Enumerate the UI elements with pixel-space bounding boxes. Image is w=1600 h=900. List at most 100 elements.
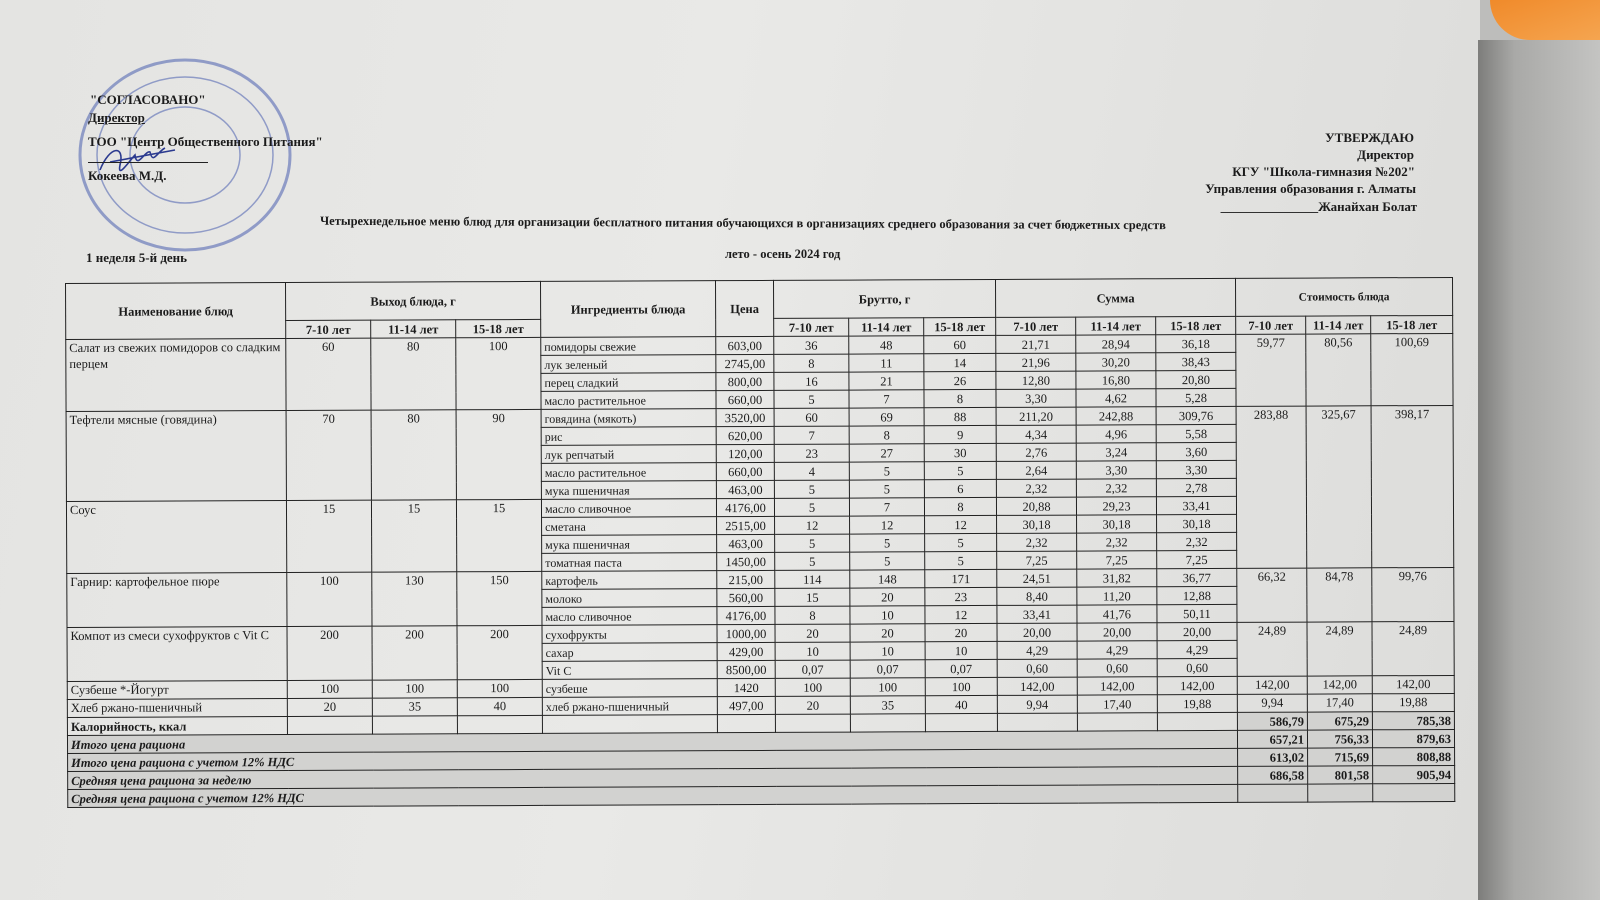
header-brutto: Брутто, г — [773, 279, 996, 319]
empty-cell — [372, 715, 458, 735]
confirm-org: КГУ "Школа-гимназия №202" — [1232, 164, 1415, 179]
header-brutto-age: 11-14 лет — [848, 317, 924, 337]
ingredient-name: лук зеленый — [540, 354, 716, 374]
ingredient-brutto: 5 — [774, 498, 850, 517]
ingredient-sum: 2,32 — [1156, 532, 1237, 551]
empty-cell — [717, 714, 776, 733]
dish-cost: 325,67 — [1306, 405, 1372, 569]
ingredient-brutto: 8 — [923, 389, 997, 408]
ingredient-sum: 2,32 — [1076, 532, 1157, 552]
dish-output: 80 — [371, 409, 457, 501]
calories-value: 586,79 — [1237, 712, 1308, 731]
signature-line — [88, 162, 208, 163]
ingredient-brutto: 5 — [849, 551, 925, 571]
ingredient-name: молоко — [541, 588, 717, 608]
ingredient-brutto: 30 — [924, 443, 997, 462]
summary-value — [1307, 783, 1373, 803]
ingredient-sum: 4,34 — [996, 425, 1077, 444]
dish-cost: 17,40 — [1307, 693, 1373, 713]
ingredient-brutto: 100 — [775, 678, 851, 697]
ingredient-sum: 2,64 — [996, 461, 1077, 480]
paper-edge — [1478, 40, 1600, 900]
dish-cost: 84,78 — [1306, 567, 1372, 623]
empty-cell — [287, 716, 373, 735]
ingredient-sum: 5,58 — [1156, 424, 1237, 443]
ingredient-brutto: 12 — [774, 516, 850, 535]
dish-cost: 24,89 — [1236, 622, 1308, 677]
header-output-age: 7-10 лет — [285, 320, 371, 339]
approval-position: Директор — [88, 110, 145, 125]
ingredient-sum: 142,00 — [1077, 676, 1158, 696]
ingredient-name: рис — [541, 426, 717, 446]
dish-output: 150 — [456, 571, 542, 626]
ingredient-sum: 12,88 — [1156, 586, 1237, 605]
ingredient-name: перец сладкий — [540, 372, 716, 392]
dish-output: 200 — [287, 626, 373, 681]
ingredient-sum: 4,62 — [1075, 388, 1157, 408]
week-day: 1 неделя 5-й день — [86, 250, 188, 265]
ingredient-sum: 0,60 — [1157, 658, 1238, 677]
dish-cost: 24,89 — [1306, 621, 1373, 677]
dish-output: 100 — [457, 679, 543, 698]
ingredient-sum: 7,25 — [1156, 550, 1237, 569]
dish-output: 200 — [372, 625, 458, 681]
ingredient-name: говядина (мякоть) — [541, 408, 717, 428]
ingredient-name: томатная паста — [541, 552, 717, 572]
header-cost-age: 15-18 лет — [1370, 315, 1453, 334]
header-price: Цена — [715, 280, 774, 337]
dish-output: 15 — [371, 499, 457, 573]
ingredient-sum: 3,30 — [1076, 460, 1157, 480]
ingredient-price: 429,00 — [717, 642, 776, 661]
ingredient-price: 1000,00 — [716, 624, 776, 643]
ingredient-price: 1420 — [717, 678, 776, 697]
background-object — [1490, 0, 1600, 40]
ingredient-sum: 4,29 — [1077, 640, 1158, 660]
ingredient-brutto: 36 — [773, 336, 849, 355]
ingredient-sum: 20,00 — [996, 623, 1078, 642]
ingredient-name: масло сливочное — [541, 606, 717, 626]
header-cost: Стоимость блюда — [1235, 277, 1453, 317]
summary-value: 715,69 — [1307, 747, 1373, 767]
approval-title: "СОГЛАСОВАНО" — [90, 92, 206, 107]
dish-cost: 142,00 — [1307, 675, 1373, 695]
header-sum: Сумма — [995, 278, 1236, 318]
ingredient-sum: 4,29 — [1157, 640, 1238, 659]
empty-cell — [775, 714, 851, 733]
ingredient-brutto: 35 — [850, 695, 926, 715]
ingredient-brutto: 23 — [924, 587, 997, 606]
header-cost-age: 11-14 лет — [1305, 315, 1371, 335]
ingredient-sum: 30,18 — [996, 515, 1077, 534]
ingredient-sum: 20,88 — [996, 497, 1077, 516]
ingredient-sum: 36,77 — [1156, 568, 1237, 587]
header-output: Выход блюда, г — [285, 281, 541, 321]
ingredient-brutto: 21 — [848, 371, 924, 391]
ingredient-sum: 3,30 — [1156, 460, 1237, 479]
ingredient-sum: 41,76 — [1076, 604, 1157, 624]
ingredient-sum: 309,76 — [1156, 406, 1237, 425]
ingredient-sum: 33,41 — [996, 605, 1077, 624]
ingredient-sum: 8,40 — [996, 587, 1077, 606]
summary-value — [1237, 784, 1308, 803]
ingredient-brutto: 7 — [848, 389, 925, 409]
summary-value: 879,63 — [1372, 729, 1455, 748]
empty-cell — [1157, 712, 1238, 731]
ingredient-brutto: 20 — [849, 623, 926, 643]
ingredient-name: сухофрукты — [541, 624, 718, 644]
confirm-name: _______________Жанайхан Болат — [1220, 199, 1417, 214]
ingredient-sum: 20,80 — [1155, 370, 1236, 389]
dish-cost: 142,00 — [1237, 676, 1308, 695]
ingredient-price: 497,00 — [717, 696, 776, 715]
ingredient-price: 660,00 — [715, 390, 775, 409]
ingredient-brutto: 8 — [774, 606, 850, 625]
dish-cost: 142,00 — [1372, 675, 1455, 694]
ingredient-brutto: 5 — [849, 533, 925, 553]
empty-cell — [542, 714, 718, 734]
ingredient-brutto: 12 — [849, 515, 925, 535]
ingredient-brutto: 0,07 — [925, 659, 998, 678]
ingredient-brutto: 26 — [923, 371, 996, 390]
ingredient-sum: 30,18 — [1156, 514, 1237, 533]
ingredient-brutto: 10 — [775, 642, 851, 661]
empty-cell — [997, 713, 1078, 732]
header-brutto-age: 15-18 лет — [923, 317, 996, 336]
ingredient-sum: 16,80 — [1075, 370, 1156, 390]
